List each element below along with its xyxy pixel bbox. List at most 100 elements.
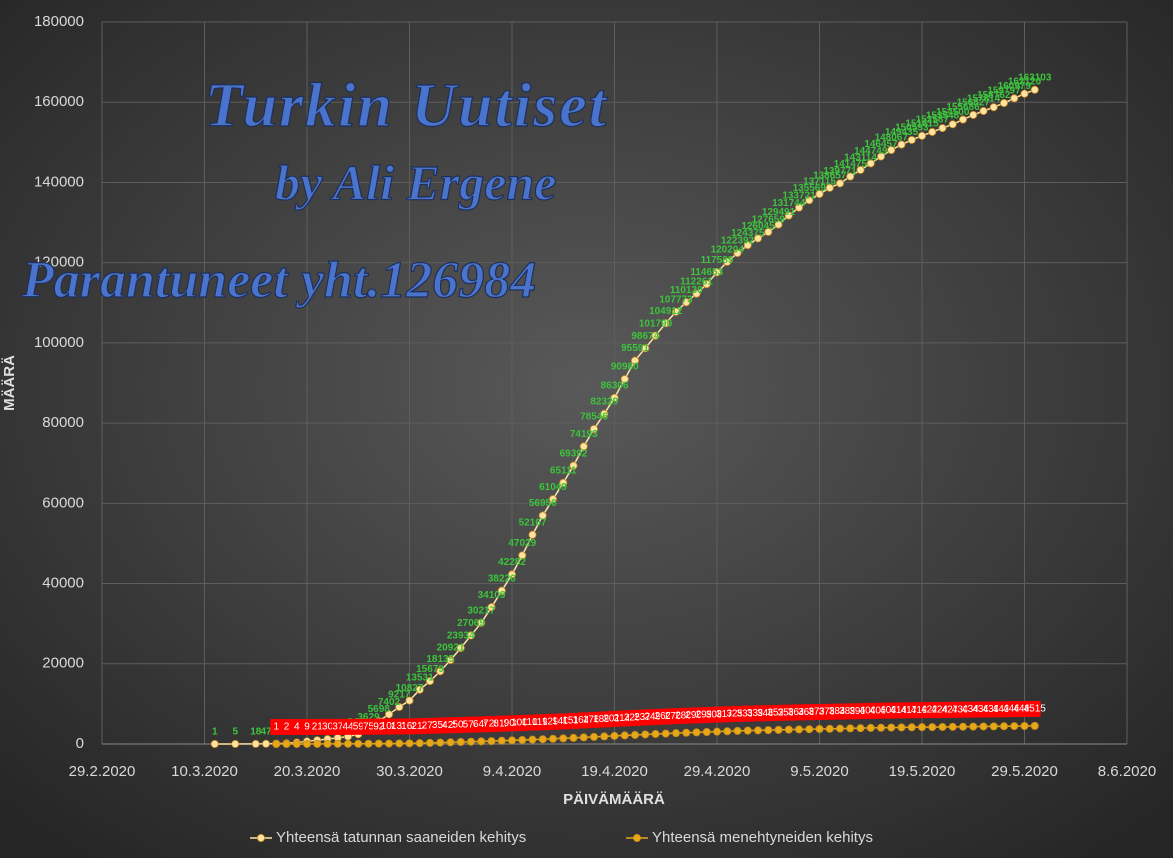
data-label-background (536, 714, 549, 731)
data-label-background (834, 703, 846, 720)
data-label: 2 (284, 722, 290, 733)
data-label-background (885, 702, 898, 719)
data-point (456, 737, 465, 746)
data-label: 3584 (778, 707, 801, 718)
data-point (590, 424, 599, 433)
data-label: 4 (294, 722, 300, 733)
data-label-background (270, 718, 283, 735)
data-label: 159797 (987, 86, 1021, 97)
data-point (487, 737, 496, 746)
data-point (641, 344, 650, 353)
data-label: 78546 (580, 412, 608, 423)
data-label-background (290, 718, 303, 735)
data-label: 3786 (819, 706, 842, 717)
data-point (272, 739, 281, 748)
data-label: 4276 (942, 704, 965, 715)
data-label: 110130 (670, 285, 703, 296)
data-label: 143114 (844, 153, 877, 164)
data-point (1030, 85, 1039, 94)
data-label-background (803, 704, 816, 721)
data-point (631, 356, 640, 365)
x-tick-label: 29.5.2020 (991, 763, 1058, 780)
data-label-background (1008, 701, 1021, 718)
data-point (436, 667, 445, 676)
data-label-background (772, 704, 785, 721)
y-tick-label: 60000 (42, 494, 84, 511)
data-point (1010, 94, 1019, 103)
data-label: 131 (391, 721, 408, 732)
data-label: 101790 (639, 318, 673, 329)
x-tick-label: 29.2.2020 (69, 763, 136, 780)
data-label: 155686 (946, 102, 980, 113)
data-label: 47 (260, 726, 272, 737)
data-label: 146457 (864, 139, 898, 150)
data-point (477, 618, 486, 627)
data-label-background (895, 702, 908, 719)
data-label: 2706 (665, 711, 688, 722)
data-point (856, 724, 865, 733)
data-label-background (659, 708, 672, 725)
data-label: 1643 (573, 715, 596, 726)
data-label-background (1018, 700, 1031, 717)
data-label: 3461 (757, 708, 780, 719)
data-point (713, 268, 722, 277)
x-tick-label: 19.4.2020 (581, 763, 648, 780)
data-label: 108 (381, 721, 398, 732)
data-label: 44 (342, 721, 354, 732)
data-label: 137115 (803, 177, 836, 188)
data-point (415, 685, 424, 694)
data-label: 4369 (972, 704, 995, 715)
data-label-background (424, 717, 436, 734)
data-label: 3894 (839, 706, 862, 717)
data-point (743, 241, 752, 250)
x-tick-label: 10.3.2020 (171, 763, 238, 780)
data-label: 4461 (1003, 704, 1026, 715)
data-point (477, 737, 486, 746)
data-label: 92 (373, 721, 385, 732)
data-point (887, 146, 896, 155)
data-label: 4249 (931, 705, 954, 716)
data-label: 908 (504, 718, 521, 729)
data-label: 47029 (508, 538, 536, 549)
data-point (456, 643, 465, 652)
data-label: 2900 (685, 710, 708, 721)
data-label: 59 (353, 721, 365, 732)
data-point (261, 739, 270, 748)
data-point (846, 172, 855, 181)
data-label: 4515 (1024, 704, 1047, 715)
legend-marker (633, 834, 642, 843)
data-label: 2140 (614, 713, 637, 724)
data-label: 4489 (1013, 704, 1036, 715)
data-point (774, 725, 783, 734)
data-label: 133721 (782, 190, 816, 201)
data-label-background (598, 711, 611, 728)
data-label: 4140 (890, 705, 913, 716)
data-label-background (936, 701, 949, 718)
data-point (959, 115, 968, 124)
data-point (538, 511, 547, 520)
data-label: 4171 (901, 705, 924, 716)
data-label-background (844, 703, 857, 720)
data-label: 1101 (522, 717, 544, 728)
data-point (569, 733, 578, 742)
data-label: 649 (473, 719, 490, 730)
data-point (405, 739, 414, 748)
data-point (395, 739, 404, 748)
data-point (836, 179, 845, 188)
data-point (620, 375, 629, 384)
data-label: 30 (322, 722, 334, 733)
data-label-background (916, 702, 928, 719)
data-point (364, 739, 373, 748)
data-label: 90980 (611, 362, 639, 373)
data-point (846, 724, 855, 733)
data-point (507, 570, 516, 579)
data-point (374, 739, 383, 748)
data-label-background (413, 718, 426, 735)
data-label: 61049 (539, 482, 567, 493)
data-label-background (567, 712, 580, 729)
data-label-background (352, 718, 365, 735)
data-label: 13531 (406, 672, 434, 683)
data-label: 98674 (631, 331, 659, 342)
data-point (569, 461, 578, 470)
data-point (436, 738, 445, 747)
